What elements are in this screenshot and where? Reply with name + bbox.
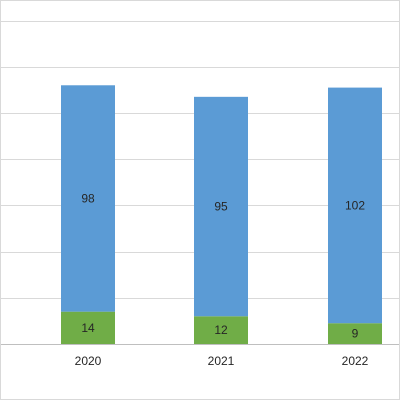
- x-tick-label-2021: 2021: [208, 354, 235, 368]
- bar-2021-series-2: [194, 96, 248, 317]
- x-axis-tick-labels: 2020 2021 2022: [75, 354, 369, 368]
- data-label-2021-series-1: 12: [214, 323, 228, 337]
- bar-2020-series-2: [61, 85, 115, 312]
- x-tick-label-2020: 2020: [75, 354, 102, 368]
- data-label-2020-series-1: 14: [81, 321, 95, 335]
- data-label-2021-series-2: 95: [214, 200, 228, 214]
- data-label-2020-series-2: 98: [81, 191, 95, 205]
- data-labels: 14 98 12 95 9 102: [81, 191, 365, 340]
- bar-2022-series-1: [328, 323, 382, 344]
- bars: [61, 85, 382, 344]
- bar-2020-series-1: [61, 311, 115, 344]
- data-label-2022-series-1: 9: [352, 327, 359, 341]
- data-label-2022-series-2: 102: [345, 198, 365, 212]
- bar-2022-series-2: [328, 87, 382, 324]
- bar-2021-series-1: [194, 316, 248, 344]
- x-tick-label-2022: 2022: [342, 354, 369, 368]
